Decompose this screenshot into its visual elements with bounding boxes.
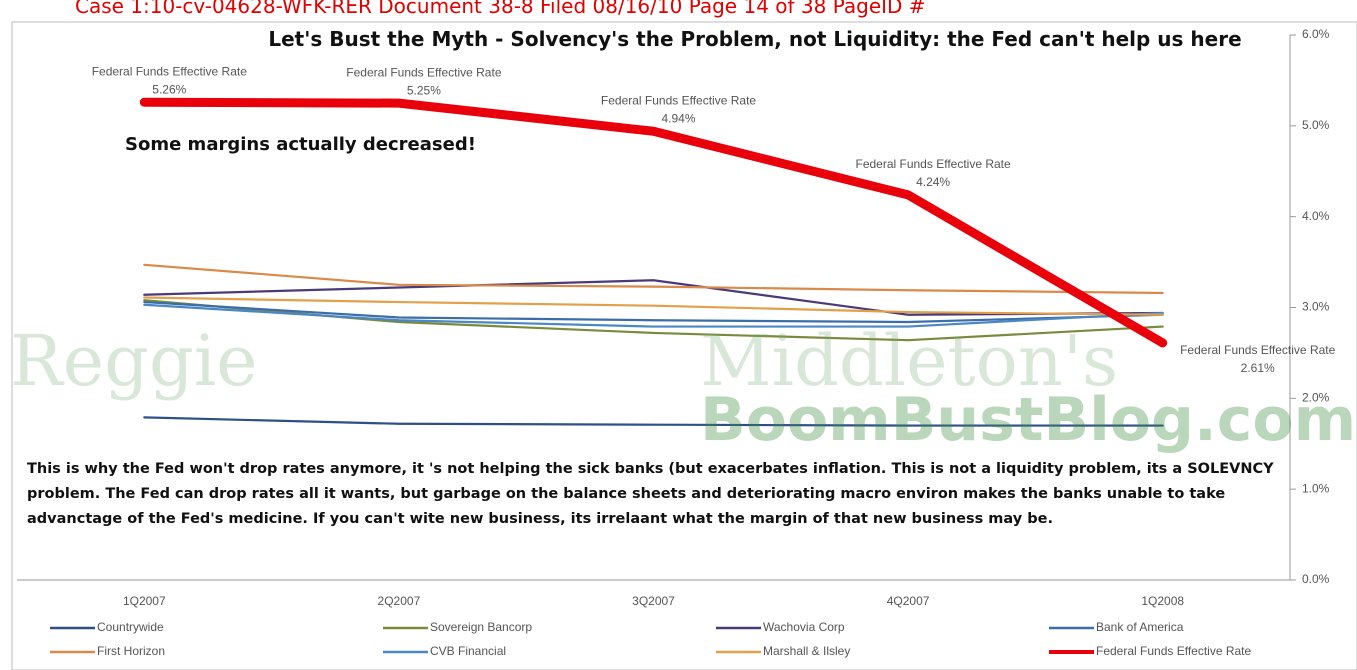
- legend-label: CVB Financial: [430, 644, 506, 658]
- annotation: This is why the Fed won't drop rates any…: [27, 461, 1274, 527]
- x-tick-label: 1Q2008: [1141, 594, 1184, 608]
- watermark: Reggie: [10, 320, 258, 402]
- data-label-name: Federal Funds Effective Rate: [1180, 343, 1336, 357]
- series-line: [139, 97, 1168, 348]
- data-label: 2.61%: [1241, 361, 1275, 375]
- y2-tick-label: 2.0%: [1302, 391, 1330, 405]
- chart-title: Let's Bust the Myth - Solvency's the Pro…: [268, 27, 1242, 51]
- legend-label: Countrywide: [97, 620, 164, 634]
- y2-tick-label: 4.0%: [1302, 209, 1330, 223]
- data-label-name: Federal Funds Effective Rate: [601, 93, 757, 107]
- series-line: [143, 263, 1164, 295]
- data-label: 4.24%: [916, 175, 950, 189]
- series-line: [143, 416, 1164, 427]
- data-label: 4.94%: [661, 111, 695, 125]
- y2-tick-label: 5.0%: [1302, 118, 1330, 132]
- series-line: [143, 300, 1164, 324]
- data-label: 5.25%: [407, 83, 441, 97]
- legend-label: Wachovia Corp: [763, 620, 845, 634]
- legend-label: Bank of America: [1096, 620, 1184, 634]
- legend-label: Marshall & Ilsley: [763, 644, 850, 658]
- y2-tick-label: 1.0%: [1302, 481, 1330, 495]
- chart-border: [11, 21, 1357, 670]
- watermark: BoomBustBlog.com: [700, 385, 1357, 455]
- legend-label: Federal Funds Effective Rate: [1096, 644, 1252, 658]
- data-label-name: Federal Funds Effective Rate: [92, 64, 248, 78]
- legend-label: First Horizon: [97, 644, 165, 658]
- annotation: Some margins actually decreased!: [125, 134, 476, 155]
- y2-tick-label: 3.0%: [1302, 300, 1330, 314]
- x-tick-label: 2Q2007: [378, 594, 421, 608]
- y2-tick-label: 0.0%: [1302, 572, 1330, 586]
- data-label-name: Federal Funds Effective Rate: [346, 65, 502, 79]
- data-label-name: Federal Funds Effective Rate: [855, 157, 1011, 171]
- legend-label: Sovereign Bancorp: [430, 620, 532, 634]
- data-label: 5.26%: [152, 82, 186, 96]
- x-tick-label: 4Q2007: [887, 594, 930, 608]
- case-header: Case 1:10-cv-04628-WFK-RER Document 38-8…: [75, 0, 926, 18]
- x-tick-label: 1Q2007: [123, 594, 166, 608]
- x-tick-label: 3Q2007: [632, 594, 675, 608]
- y2-tick-label: 6.0%: [1302, 27, 1330, 41]
- watermark: Middleton's: [700, 320, 1119, 402]
- series-line: [143, 296, 1164, 316]
- series-line: [143, 303, 1164, 328]
- series-line: [143, 279, 1164, 316]
